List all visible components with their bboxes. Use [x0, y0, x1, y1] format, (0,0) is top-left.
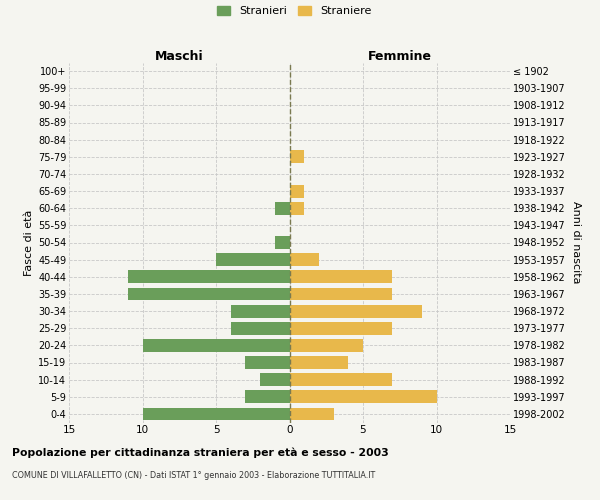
Bar [290, 288, 392, 300]
Bar [290, 373, 392, 386]
Y-axis label: Anni di nascita: Anni di nascita [571, 201, 581, 284]
Text: COMUNE DI VILLAFALLETTO (CN) - Dati ISTAT 1° gennaio 2003 - Elaborazione TUTTITA: COMUNE DI VILLAFALLETTO (CN) - Dati ISTA… [12, 471, 375, 480]
Bar [275, 236, 290, 249]
Bar [275, 202, 290, 214]
Bar [290, 339, 363, 352]
Bar [230, 322, 290, 334]
Bar [290, 202, 304, 214]
Bar [290, 270, 392, 283]
Y-axis label: Fasce di età: Fasce di età [23, 210, 34, 276]
Bar [260, 373, 290, 386]
Bar [128, 270, 290, 283]
Bar [290, 356, 348, 369]
Bar [245, 390, 290, 403]
Bar [216, 253, 290, 266]
Bar [128, 288, 290, 300]
Bar [290, 150, 304, 163]
Text: Maschi: Maschi [155, 50, 203, 62]
Text: Popolazione per cittadinanza straniera per età e sesso - 2003: Popolazione per cittadinanza straniera p… [12, 448, 389, 458]
Bar [245, 356, 290, 369]
Bar [290, 390, 437, 403]
Bar [290, 304, 422, 318]
Bar [143, 339, 290, 352]
Legend: Stranieri, Straniere: Stranieri, Straniere [217, 6, 371, 16]
Bar [290, 253, 319, 266]
Bar [143, 408, 290, 420]
Bar [290, 408, 334, 420]
Bar [290, 322, 392, 334]
Bar [230, 304, 290, 318]
Text: Femmine: Femmine [368, 50, 432, 62]
Bar [290, 184, 304, 198]
